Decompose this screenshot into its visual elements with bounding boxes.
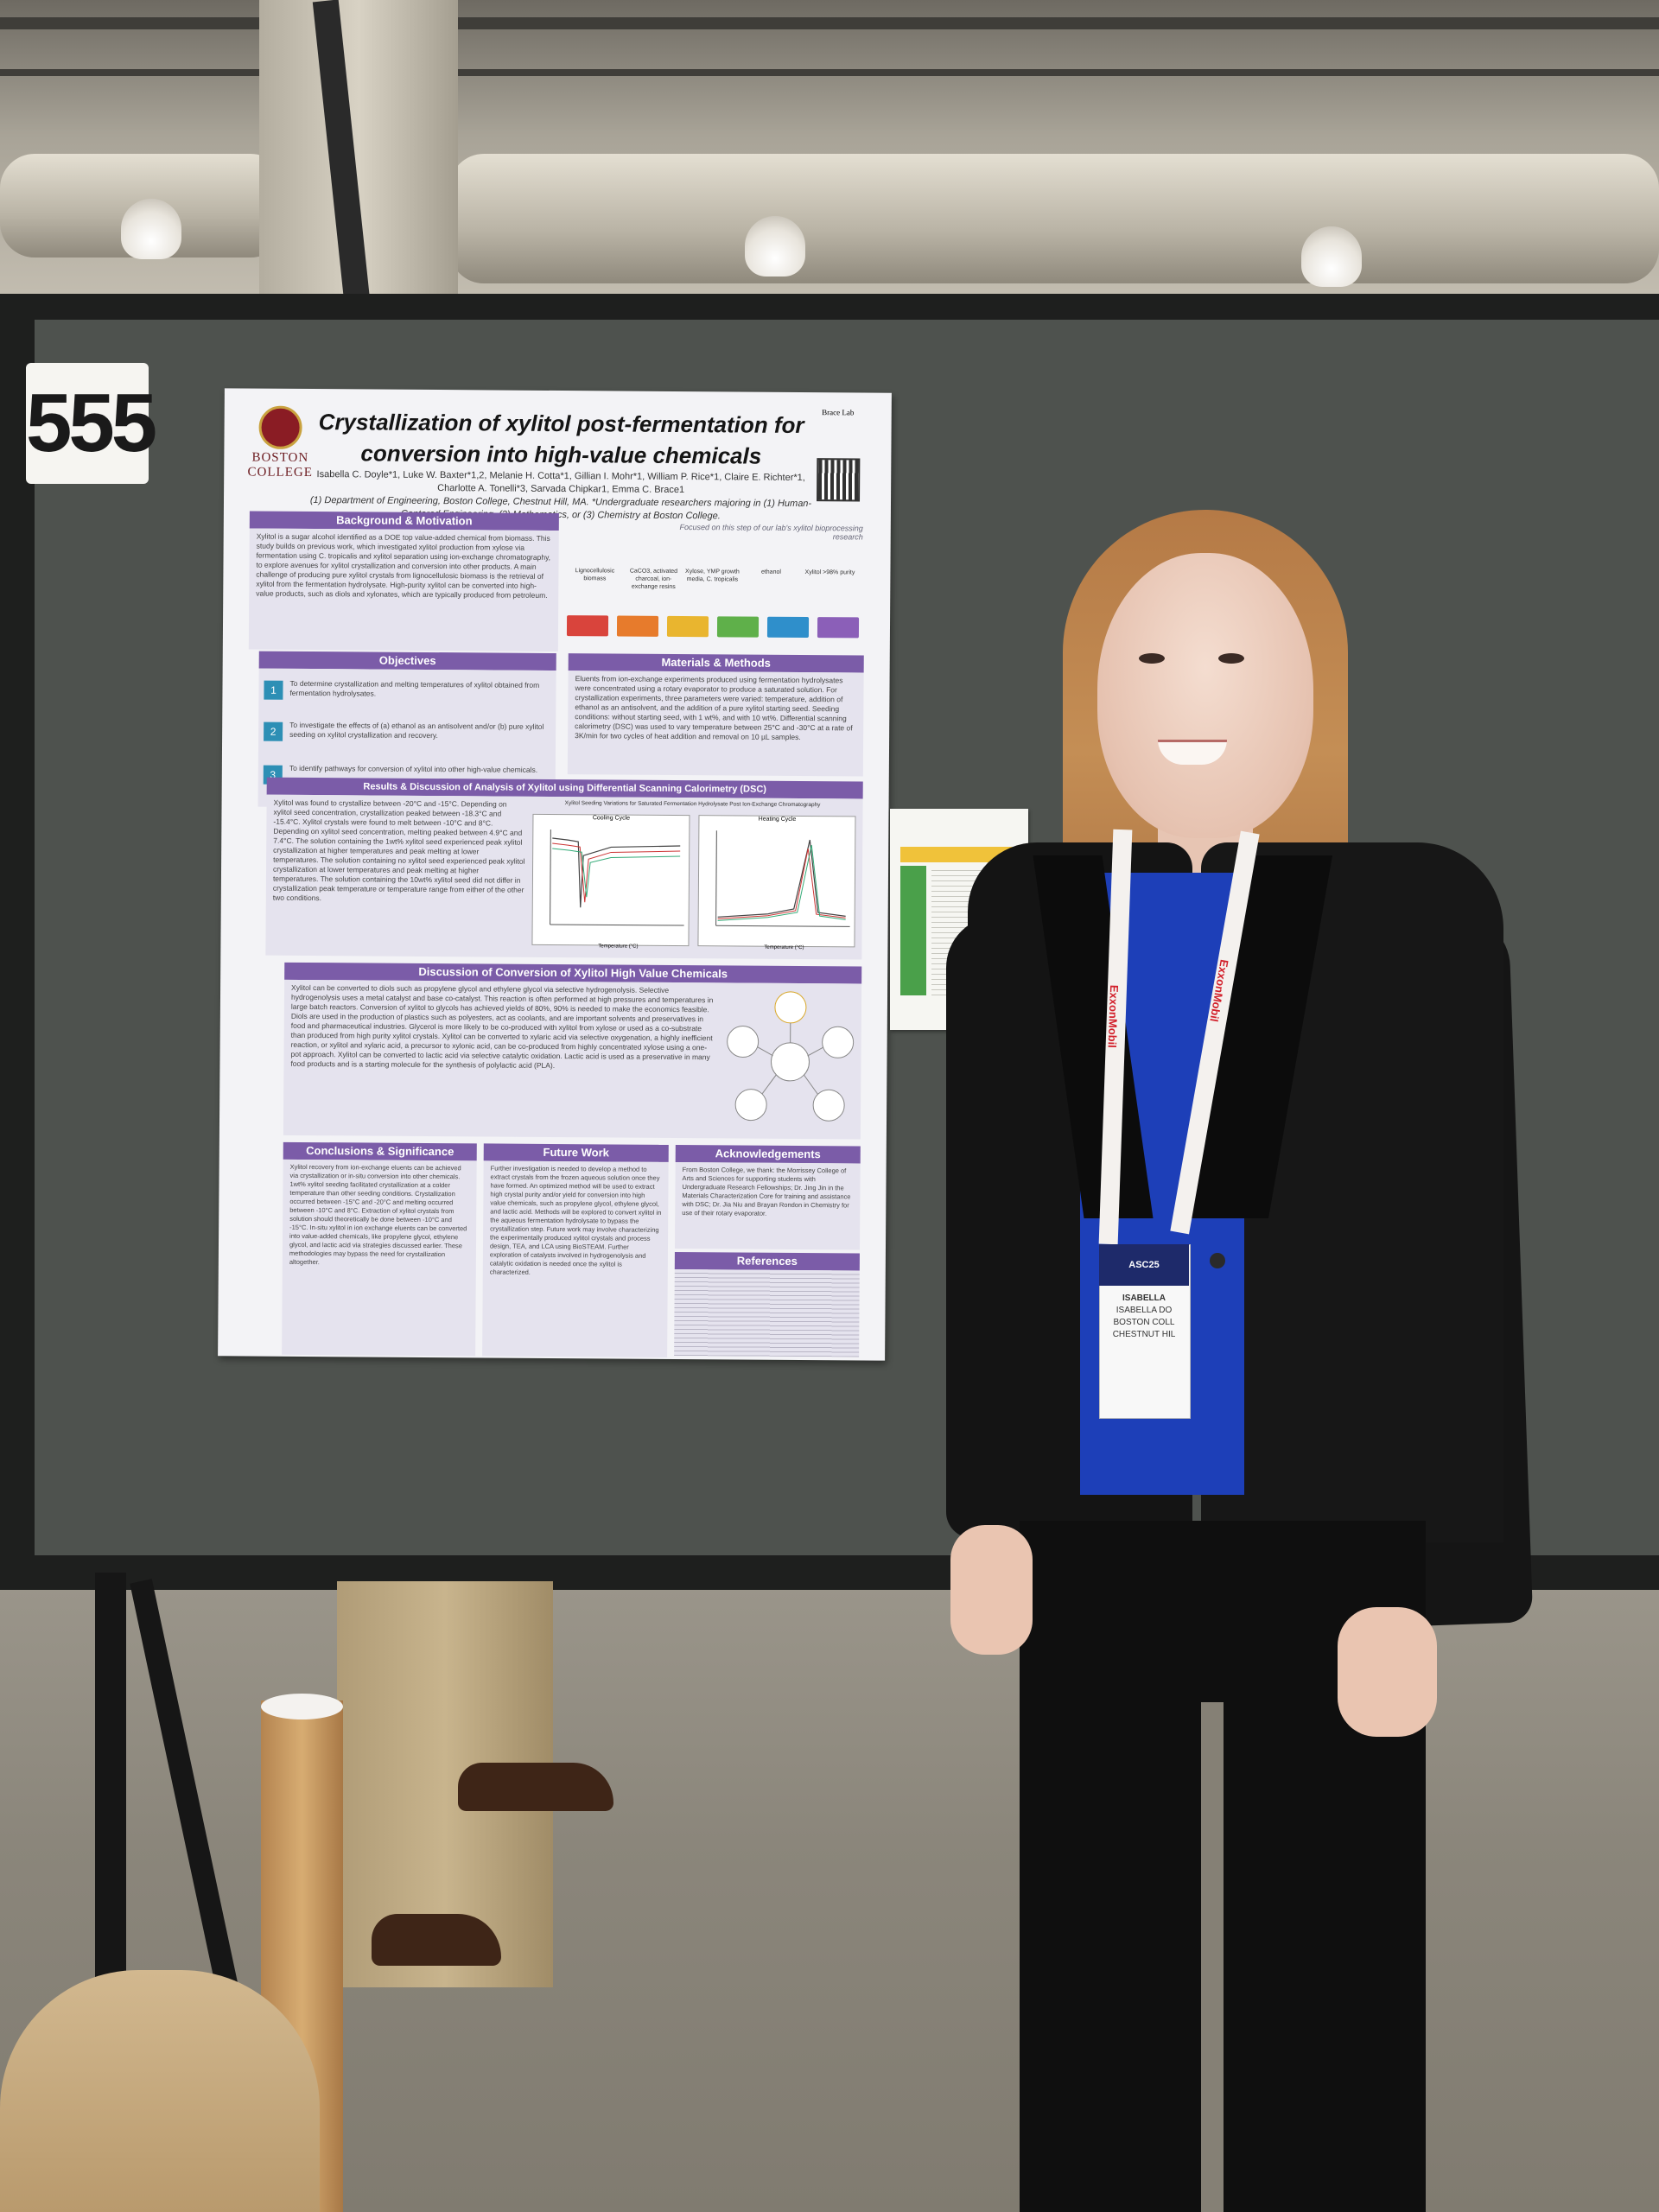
objective-text: To investigate the effects of (a) ethano… xyxy=(289,720,544,741)
ceiling-lamp xyxy=(745,216,805,276)
smile xyxy=(1158,740,1227,765)
process-step xyxy=(817,617,860,639)
badge-organization: BOSTON COLL xyxy=(1113,1318,1175,1327)
objective-text: To determine crystallization and melting… xyxy=(289,678,540,698)
flyer-sidebar xyxy=(900,866,926,995)
chart-xlabel: Temperature (°C) xyxy=(764,944,804,951)
badge-event: ASC25 xyxy=(1099,1244,1189,1286)
objective-text: To identify pathways for conversion of x… xyxy=(289,763,538,774)
methods-text: Eluents from ion-exchange experiments pr… xyxy=(567,671,864,777)
section-heading-acknowledgements: Acknowledgements xyxy=(675,1144,861,1164)
process-label: Xylose, YMP growth media, C. tropicalis xyxy=(685,569,740,583)
process-label: ethanol xyxy=(760,569,781,575)
floor-between-legs xyxy=(1201,1702,1224,2212)
booth-number: 555 xyxy=(26,363,157,484)
process-label: CaCO3, activated charcoal, ion-exchange … xyxy=(629,568,678,590)
section-heading-background: Background & Motivation xyxy=(249,511,559,531)
blazer-button xyxy=(1210,1253,1225,1268)
eye xyxy=(1218,653,1244,664)
process-step xyxy=(716,616,760,638)
ceiling-duct xyxy=(449,154,1659,283)
badge-city: CHESTNUT HIL xyxy=(1112,1330,1176,1339)
ceiling-beam xyxy=(0,17,1659,29)
process-step xyxy=(766,616,810,639)
poster-title: Crystallization of xylitol post-fermenta… xyxy=(318,409,804,469)
focus-note: Focused on this step of our lab's xylito… xyxy=(679,522,863,542)
research-poster: BOSTON COLLEGE Crystallization of xylito… xyxy=(218,388,892,1361)
conversion-pathway-diagram xyxy=(727,991,855,1122)
process-step xyxy=(666,615,709,638)
section-heading-methods: Materials & Methods xyxy=(568,653,864,673)
flyer-banner xyxy=(900,847,1018,862)
ceiling-lamp xyxy=(121,199,181,259)
shoe xyxy=(458,1763,613,1811)
process-label: Lignocellulosic biomass xyxy=(575,568,615,582)
ceiling-lamp xyxy=(1301,226,1362,287)
poster-tube-cap xyxy=(261,1694,343,1719)
face xyxy=(1097,553,1313,838)
objective-number: 2 xyxy=(264,721,283,741)
right-hand xyxy=(1338,1607,1437,1737)
chart-xlabel: Temperature (°C) xyxy=(598,944,639,950)
heating-curve-plot xyxy=(715,830,850,927)
badge-details: ISABELLA ISABELLA DO BOSTON COLL CHESTNU… xyxy=(1099,1293,1189,1341)
cooling-curve-plot xyxy=(550,829,684,926)
cooling-cycle-chart: Cooling Cycle xyxy=(531,813,690,947)
section-heading-future-work: Future Work xyxy=(483,1143,669,1162)
ceiling-beam xyxy=(0,69,1659,76)
acknowledgements-text: From Boston College, we thank: the Morri… xyxy=(674,1161,861,1250)
future-work-text: Further investigation is needed to devel… xyxy=(482,1160,669,1357)
section-heading-conclusions: Conclusions & Significance xyxy=(283,1141,477,1161)
section-heading-references: References xyxy=(674,1251,860,1271)
badge-first-name: ISABELLA xyxy=(1122,1294,1166,1303)
coat xyxy=(0,1970,320,2212)
process-step xyxy=(566,615,609,637)
boston-college-seal-icon xyxy=(258,405,302,449)
objective-number: 1 xyxy=(264,680,283,700)
conclusions-text: Xylitol recovery from ion-exchange eluen… xyxy=(282,1159,477,1357)
qr-code-icon xyxy=(817,458,861,502)
background-text: Xylitol is a sugar alcohol identified as… xyxy=(248,528,559,652)
process-step xyxy=(616,615,659,637)
left-hand xyxy=(950,1525,1033,1655)
heating-cycle-chart: Heating Cycle xyxy=(697,815,856,948)
badge-full-name: ISABELLA DO xyxy=(1116,1306,1173,1315)
eye xyxy=(1139,653,1165,664)
author-list: Isabella C. Doyle*1, Luke W. Baxter*1,2,… xyxy=(316,469,805,496)
references-list xyxy=(674,1268,860,1357)
section-heading-objectives: Objectives xyxy=(258,651,556,671)
process-label: Xylitol >98% purity xyxy=(804,569,855,576)
lab-name: Brace Lab xyxy=(822,408,855,417)
shoe xyxy=(372,1914,501,1966)
